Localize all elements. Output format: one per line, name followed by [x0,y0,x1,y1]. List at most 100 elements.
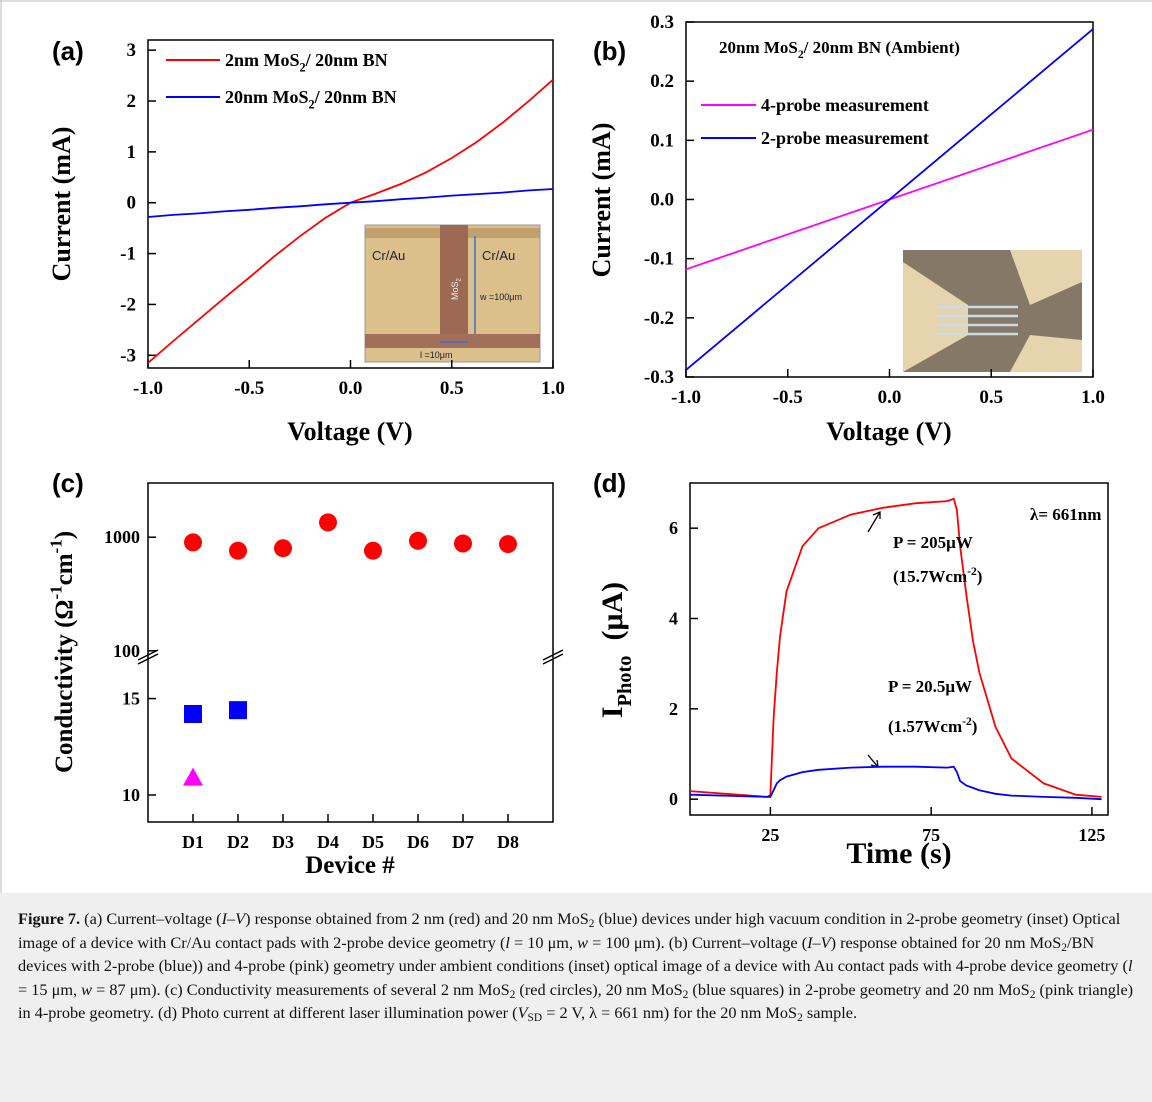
text-run: (15.7Wcm [893,567,967,586]
annotation: (15.7Wcm-2) [893,565,982,586]
text-run: = 10 μm, [509,932,578,952]
x-tick-label: 125 [1078,825,1105,845]
text-run: = 15 μm, [18,979,82,999]
marker [229,701,247,720]
text-run: = 87 μm). (c) Conductivity measurements … [92,979,510,999]
x-axis-label: Voltage (V) [287,417,412,446]
x-axis-label: Device # [305,852,395,879]
x-axis-label: Time (s) [846,837,951,870]
x-tick-label: 25 [761,825,779,845]
y-axis-label: Conductivity (Ω-1cm-1) [47,531,79,773]
text-run: (pink triangle) in 4-probe geometry. (d)… [18,979,1134,1023]
text-run: ) [977,567,983,586]
y-tick-label: 0.2 [650,71,674,92]
text-run: -1 [47,539,66,553]
y-tick-label: 2 [127,91,137,112]
marker [454,534,472,553]
x-tick-label: D3 [272,832,294,852]
y-tick-label: 3 [127,40,137,61]
x-tick-label: D1 [182,832,204,852]
x-tick-label: D5 [362,832,384,852]
legend-label: 2-probe measurement [761,128,929,148]
marker [364,541,382,560]
text-run: I [596,706,629,718]
text-run: Figure 7. [18,909,81,928]
inset-label: Cr/Au [372,248,405,263]
y-tick-label: 1 [127,142,137,163]
y-tick-label: 2 [669,699,678,719]
text-run: l [505,932,510,952]
text-run: (μA) [596,582,629,656]
inset-image [903,250,1082,372]
x-tick-label: D6 [407,832,429,852]
y-axis-label: Current (mA) [587,123,616,278]
legend-label: 4-probe measurement [761,95,929,115]
marker [499,535,517,554]
text-run: I–V [221,909,246,928]
text-run: Photo [614,655,636,706]
y-tick-label: -1 [120,244,136,265]
panel-label: (b) [593,36,626,66]
text-run: 2 [309,97,315,111]
text-run: ) [51,531,78,539]
y-tick-label: -0.2 [644,308,674,329]
text-run: ) response obtained for 20 nm MoS [830,932,1062,952]
marker [319,513,337,532]
y-tick-label: 0.3 [650,12,674,33]
y-tick-label: 0 [127,193,137,214]
y-tick-label: -3 [120,345,136,366]
figure-caption: Figure 7. (a) Current–voltage (I–V) resp… [0,893,1152,1102]
text-run: ) response obtained from 2 nm (red) and … [245,909,589,928]
text-run: 20nm MoS [225,87,309,107]
marker [409,531,427,550]
inset-label: l =10μm [420,350,452,360]
text-run: / 20nm BN [314,87,397,107]
data-line [689,765,1102,801]
text-run: 2 [456,277,463,281]
panel-label: (a) [52,36,84,66]
x-tick-label: -1.0 [671,387,701,408]
panel-label: (d) [593,468,626,498]
text-run: (blue squares) in 2-probe geometry and 2… [688,979,1030,999]
text-run: 2 [509,988,516,1001]
text-run: I–V [807,932,831,952]
inset-label: Cr/Au [482,248,515,263]
text-run: 2 [798,48,804,61]
x-tick-label: D4 [317,832,339,852]
y-tick-label: 0 [669,789,678,809]
text-run: l [1127,956,1133,976]
inset-label: MoS2 [450,277,463,300]
text-run: 2 [300,60,306,74]
text-run: sample. [802,1003,858,1023]
text-run: (blue) devices under high vacuum conditi… [18,909,1121,952]
annotation-arrow [867,511,881,768]
y-tick-label: 0.0 [650,190,674,211]
x-tick-label: -1.0 [133,378,163,399]
y-tick-label: 4 [669,609,678,629]
legend-label: 2nm MoS2/ 20nm BN [225,50,388,74]
panel-label: (c) [52,468,84,498]
text-run: /BN devices with 2-probe (blue)) and 4-p… [18,932,1128,976]
text-run: ) [972,717,978,736]
data-line [685,28,1094,371]
text-run: 2 [1029,988,1036,1001]
text-run: SD [527,1012,543,1025]
text-run: (1.57Wcm [888,717,962,736]
y-tick-label: 10 [122,785,140,805]
x-tick-label: 1.0 [541,378,565,399]
text-run: / 20nm BN [305,50,388,70]
text-run: Conductivity (Ω [51,600,78,774]
x-tick-label: D8 [497,832,519,852]
x-tick-label: -0.5 [773,387,803,408]
y-tick-label: 6 [669,518,678,538]
text-run: 2nm MoS [225,50,300,70]
y-tick-label: -2 [120,294,136,315]
text-run: 2 [1061,941,1067,954]
marker [274,539,292,558]
marker [183,767,203,786]
x-tick-label: 75 [922,825,940,845]
annotation: λ= 661nm [1030,505,1101,524]
y-axis-label: Current (mA) [47,127,76,282]
